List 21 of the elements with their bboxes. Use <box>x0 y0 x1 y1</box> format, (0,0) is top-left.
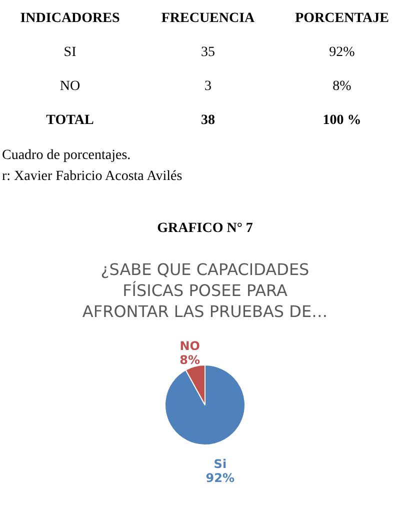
pie-slice <box>164 364 246 446</box>
text: SI <box>64 45 77 60</box>
text: 100 % <box>322 113 362 128</box>
text: GRAFICO N° 7 <box>157 221 253 236</box>
slice-label: Si <box>214 457 227 472</box>
text: NO <box>60 79 80 94</box>
slice-label: NO <box>180 338 200 353</box>
text: 8% <box>332 79 352 94</box>
text: PORCENTAJE <box>295 11 389 26</box>
data-label: 8% <box>180 352 200 367</box>
text: FRECUENCIA <box>161 11 256 26</box>
text: 35 <box>201 45 215 60</box>
text: r: Xavier Fabricio Acosta Avilés <box>2 169 182 184</box>
text: 3 <box>204 79 212 94</box>
text: Cuadro de porcentajes. <box>2 148 131 163</box>
text: 38 <box>201 113 215 128</box>
data-label: 92% <box>206 471 235 486</box>
text: 92% <box>329 45 356 60</box>
text: INDICADORES <box>20 11 120 26</box>
text: TOTAL <box>46 113 94 128</box>
chart-title: ¿SABE QUE CAPACIDADES FÍSICAS POSEE PARA AFRONTAR LAS PRUEBAS DE… <box>82 260 328 321</box>
